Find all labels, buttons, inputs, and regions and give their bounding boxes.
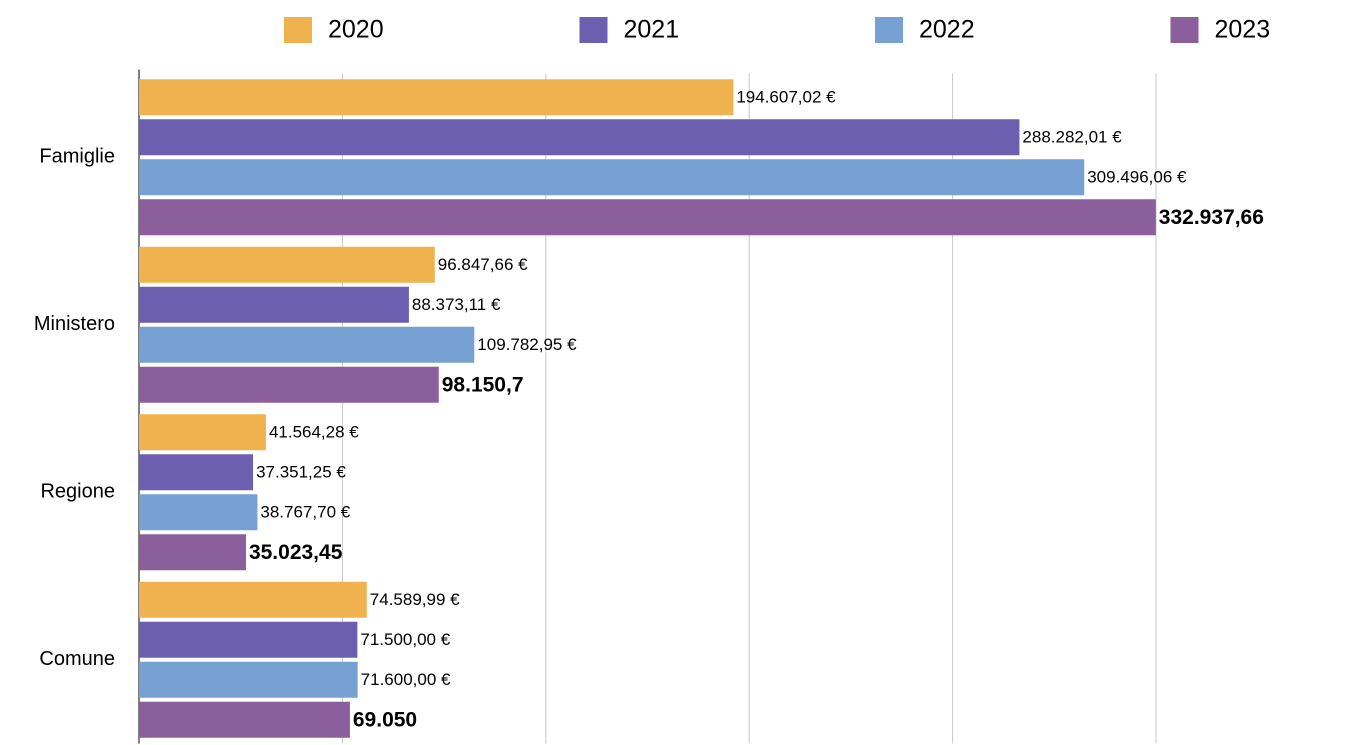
legend-label: 2023 (1215, 16, 1271, 44)
legend-label: 2020 (328, 16, 384, 44)
value-label: 96.847,66 € (438, 255, 528, 274)
value-label: 109.782,95 € (477, 335, 577, 354)
value-label: 71.600,00 € (361, 670, 451, 689)
bar (139, 701, 350, 738)
bar (139, 326, 475, 363)
bar (139, 534, 246, 571)
bar (139, 199, 1156, 236)
y-tick-label: Famiglie (39, 146, 115, 168)
value-label: 37.351,25 € (256, 463, 346, 482)
legend-label: 2022 (919, 16, 975, 44)
bar (139, 366, 439, 403)
value-label: 194.607,02 € (736, 88, 836, 107)
value-label: 309.496,06 € (1087, 168, 1187, 187)
value-label: 332.937,66 (1159, 206, 1264, 229)
legend-label: 2021 (624, 16, 680, 44)
value-label: 69.050 (353, 708, 417, 731)
legend-swatch (875, 17, 903, 43)
value-label: 71.500,00 € (360, 630, 450, 649)
bar (139, 454, 254, 491)
bar (139, 79, 734, 116)
y-tick-label: Ministero (34, 313, 115, 335)
value-label: 88.373,11 € (412, 295, 501, 314)
bar (139, 661, 358, 698)
value-label: 74.589,99 € (370, 590, 460, 609)
value-label: 41.564,28 € (269, 423, 359, 442)
value-label: 38.767,70 € (260, 503, 350, 522)
legend-swatch (284, 17, 312, 43)
value-label: 98.150,7 (442, 373, 524, 396)
bar (139, 286, 409, 323)
bar (139, 414, 266, 451)
bar (139, 621, 358, 658)
bar (139, 159, 1085, 196)
bar (139, 494, 258, 531)
legend-swatch (579, 17, 608, 43)
value-label: 35.023,45 (249, 541, 343, 564)
legend-swatch (1170, 17, 1199, 43)
bar (139, 246, 435, 283)
value-label: 288.282,01 € (1022, 128, 1122, 147)
bar (139, 581, 367, 618)
y-tick-label: Comune (39, 648, 115, 670)
bar (139, 119, 1020, 156)
y-tick-label: Regione (40, 481, 115, 503)
